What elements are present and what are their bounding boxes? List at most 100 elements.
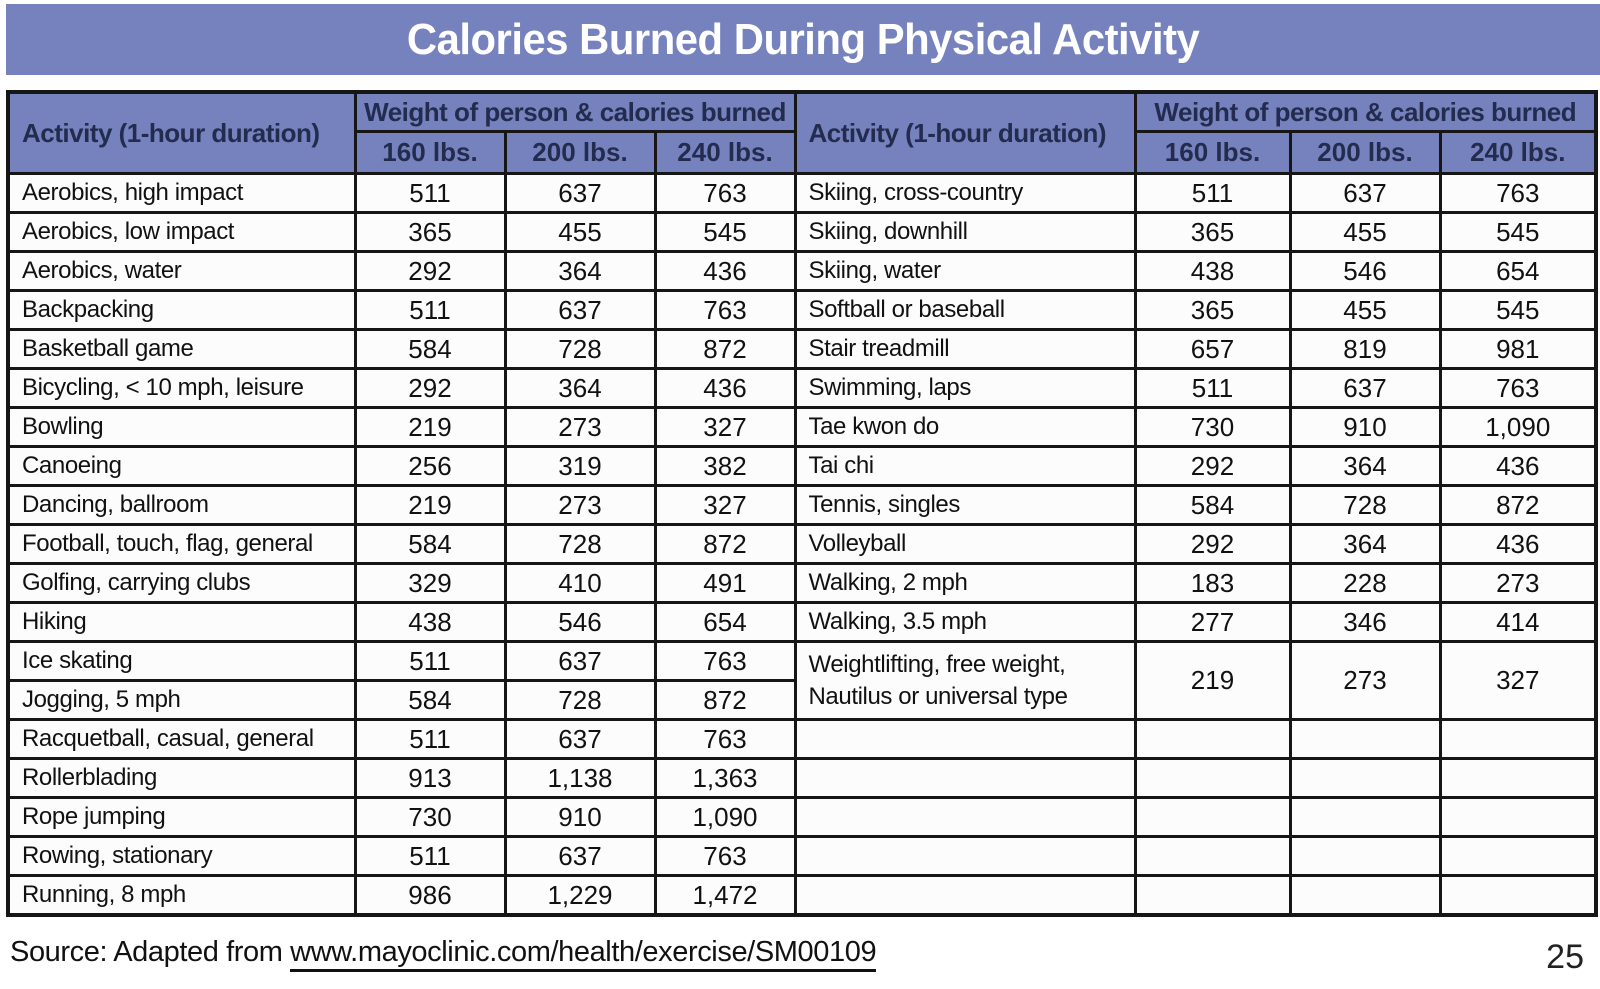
value-cell: 981 (1438, 328, 1598, 370)
title-band: Calories Burned During Physical Activity (6, 4, 1600, 75)
value-cell: 872 (653, 523, 797, 565)
value-cell: 327 (1438, 640, 1598, 721)
empty-cell (1288, 835, 1442, 877)
weight-col-240: 240 lbs. (1438, 130, 1598, 175)
table-row: Dancing, ballroom 219 273 327 Tennis, si… (6, 484, 1598, 526)
activity-cell: Football, touch, flag, general (6, 523, 357, 565)
value-cell: 913 (353, 757, 507, 799)
value-cell: 273 (1438, 562, 1598, 604)
value-cell: 730 (353, 796, 507, 838)
value-cell: 273 (503, 484, 657, 526)
value-cell: 438 (353, 601, 507, 643)
value-cell: 219 (1133, 640, 1292, 721)
value-cell: 365 (353, 211, 507, 253)
value-cell: 219 (353, 484, 507, 526)
value-cell: 763 (653, 172, 797, 214)
value-cell: 455 (1288, 211, 1442, 253)
activity-cell: Tae kwon do (793, 406, 1137, 448)
activity-cell: Skiing, water (793, 250, 1137, 292)
value-cell: 763 (1438, 172, 1598, 214)
activity-cell: Swimming, laps (793, 367, 1137, 409)
empty-cell (1133, 757, 1292, 799)
value-cell: 364 (503, 250, 657, 292)
value-cell: 292 (353, 250, 507, 292)
source-link[interactable]: www.mayoclinic.com/health/exercise/SM001… (290, 936, 877, 972)
value-cell: 382 (653, 445, 797, 487)
empty-cell (793, 718, 1137, 760)
value-cell: 763 (653, 640, 797, 682)
value-cell: 511 (353, 835, 507, 877)
empty-cell (1288, 718, 1442, 760)
activity-cell: Rollerblading (6, 757, 357, 799)
value-cell: 546 (1288, 250, 1442, 292)
table-row: Aerobics, water 292 364 436 Skiing, wate… (6, 250, 1598, 292)
table-row: Rowing, stationary 511 637 763 (6, 835, 1598, 877)
value-cell: 511 (1133, 172, 1292, 214)
value-cell: 584 (1133, 484, 1292, 526)
value-cell: 654 (1438, 250, 1598, 292)
activity-cell: Golfing, carrying clubs (6, 562, 357, 604)
empty-cell (793, 796, 1137, 838)
weight-col-160: 160 lbs. (353, 130, 507, 175)
activity-cell: Running, 8 mph (6, 874, 357, 917)
activity-cell: Aerobics, water (6, 250, 357, 292)
activity-cell: Rope jumping (6, 796, 357, 838)
activity-cell: Aerobics, high impact (6, 172, 357, 214)
value-cell: 414 (1438, 601, 1598, 643)
activity-cell: Basketball game (6, 328, 357, 370)
value-cell: 584 (353, 328, 507, 370)
value-cell: 872 (653, 679, 797, 721)
value-cell: 728 (1288, 484, 1442, 526)
header-row-1: Activity (1-hour duration) Weight of per… (6, 90, 1598, 175)
table-row: Rollerblading 913 1,138 1,363 (6, 757, 1598, 799)
empty-cell (793, 874, 1137, 917)
activity-cell: Aerobics, low impact (6, 211, 357, 253)
source-prefix: Source: Adapted from (10, 936, 291, 968)
value-cell: 637 (503, 718, 657, 760)
value-cell: 637 (1288, 367, 1442, 409)
value-cell: 292 (353, 367, 507, 409)
table-row: Canoeing 256 319 382 Tai chi 292 364 436 (6, 445, 1598, 487)
value-cell: 436 (653, 367, 797, 409)
value-cell: 872 (1438, 484, 1598, 526)
value-cell: 1,229 (503, 874, 657, 917)
activity-cell: Softball or baseball (793, 289, 1137, 331)
activity-cell-weightlifting: Weightlifting, free weight, Nautilus or … (793, 640, 1137, 721)
header-row-2: 160 lbs. 200 lbs. 240 lbs. 160 lbs. 200 … (8, 130, 1598, 175)
value-cell: 438 (1133, 250, 1292, 292)
value-cell: 637 (503, 835, 657, 877)
value-cell: 511 (1133, 367, 1292, 409)
value-cell: 1,472 (653, 874, 797, 917)
value-cell: 986 (353, 874, 507, 917)
value-cell: 511 (353, 718, 507, 760)
value-cell: 329 (353, 562, 507, 604)
value-cell: 511 (353, 289, 507, 331)
value-cell: 637 (503, 289, 657, 331)
weightlifting-line-2: Nautilus or universal type (808, 682, 1068, 710)
value-cell: 545 (1438, 211, 1598, 253)
activity-cell: Bowling (6, 406, 357, 448)
empty-cell (1438, 874, 1598, 917)
value-cell: 410 (503, 562, 657, 604)
activity-cell: Walking, 3.5 mph (793, 601, 1137, 643)
table-row: Ice skating 511 637 763 Weightlifting, f… (6, 640, 1598, 721)
source-line: Source: Adapted from www.mayoclinic.com/… (10, 936, 877, 972)
value-cell: 910 (503, 796, 657, 838)
value-cell: 365 (1133, 289, 1292, 331)
weight-col-200: 200 lbs. (1288, 130, 1442, 175)
value-cell: 657 (1133, 328, 1292, 370)
value-cell: 584 (353, 523, 507, 565)
page-title: Calories Burned During Physical Activity (406, 14, 1200, 64)
value-cell: 346 (1288, 601, 1442, 643)
table-row: Aerobics, low impact 365 455 545 Skiing,… (6, 211, 1598, 253)
value-cell: 546 (503, 601, 657, 643)
value-cell: 364 (503, 367, 657, 409)
calories-table-wrap: Activity (1-hour duration) Weight of per… (6, 90, 1599, 917)
empty-cell (1438, 835, 1598, 877)
value-cell: 364 (1288, 523, 1442, 565)
value-cell: 219 (353, 406, 507, 448)
table-row: Football, touch, flag, general 584 728 8… (6, 523, 1598, 565)
value-cell: 728 (503, 328, 657, 370)
value-cell: 436 (1438, 523, 1598, 565)
value-cell: 436 (1438, 445, 1598, 487)
